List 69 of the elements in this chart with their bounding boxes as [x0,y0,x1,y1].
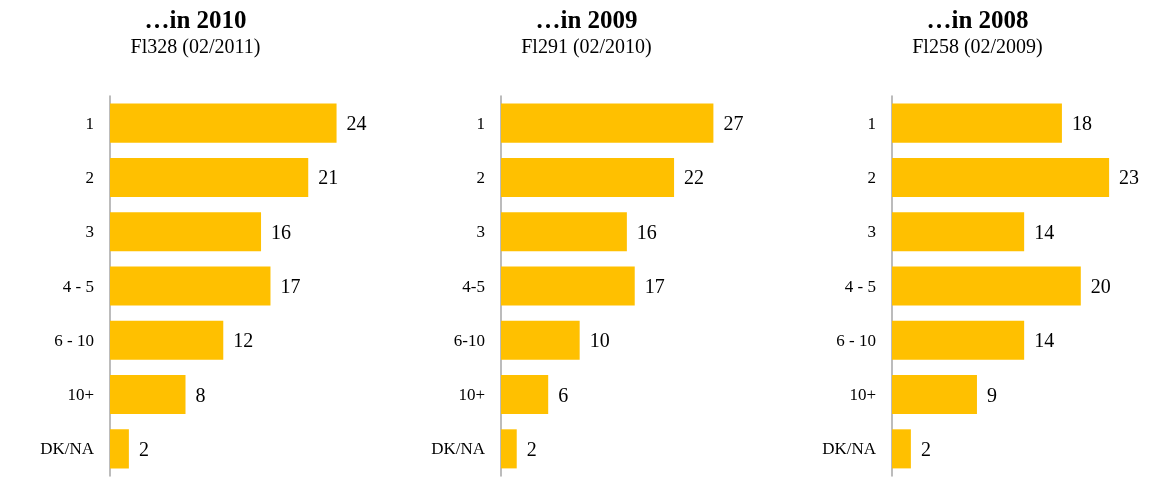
data-label: 2 [526,437,537,460]
y-tick-label: 2 [867,167,876,187]
bar [892,157,1110,197]
data-label: 14 [1034,220,1055,243]
y-tick-label: 6-10 [453,330,485,350]
data-label: 23 [1119,166,1140,189]
y-tick-label: DK/NA [431,439,486,459]
bar [892,429,911,469]
y-tick-label: 4 - 5 [62,276,94,296]
bar [501,103,714,143]
y-tick-label: 10+ [67,385,94,405]
data-label: 6 [558,383,569,406]
bar [892,103,1062,143]
data-label: 27 [723,112,744,135]
data-label: 16 [271,220,292,243]
data-label: 8 [195,383,206,406]
bar [892,212,1025,252]
bar [501,320,580,360]
y-tick-label: 6 - 10 [836,330,876,350]
data-label: 17 [644,275,665,297]
bar [110,375,186,415]
data-label: 17 [280,275,301,297]
y-tick-label: 3 [476,222,485,242]
y-tick-label: 3 [867,222,876,242]
chart-subtitle: Fl328 (02/2011) [130,35,261,58]
y-tick-label: 1 [85,113,94,133]
bar [110,212,262,252]
data-label: 21 [318,166,339,189]
data-label: 10 [589,329,610,352]
y-tick-label: 4 - 5 [844,276,876,296]
data-label: 14 [1034,329,1055,352]
data-label: 12 [233,329,254,352]
chart-subtitle: Fl291 (02/2010) [521,35,652,58]
bar [892,266,1081,306]
y-tick-label: 2 [85,167,94,187]
data-label: 20 [1090,275,1111,297]
data-label: 2 [920,437,931,460]
data-label: 24 [346,112,367,135]
y-tick-label: DK/NA [40,439,95,459]
y-tick-label: 10+ [458,385,485,405]
data-label: 16 [636,220,657,243]
y-tick-label: DK/NA [822,439,877,459]
bar [110,266,271,306]
bar [501,157,675,197]
y-tick-label: 10+ [849,385,876,405]
bar [892,320,1025,360]
y-tick-label: 1 [476,113,485,133]
bar [110,429,129,469]
y-tick-label: 2 [476,167,485,187]
data-label: 22 [684,166,705,189]
bar [501,266,635,306]
bar [110,157,309,197]
bar [501,429,517,469]
chart-title: …in 2008 [926,6,1029,33]
bar [501,375,549,415]
bar [110,103,337,143]
y-tick-label: 3 [85,222,94,242]
chart-title: …in 2009 [535,6,638,33]
bar [892,375,977,415]
data-label: 18 [1071,112,1092,135]
bar [501,212,627,252]
y-tick-label: 1 [867,113,876,133]
y-tick-label: 6 - 10 [54,330,94,350]
data-label: 2 [138,437,149,460]
chart-title: …in 2010 [144,6,247,33]
chart-subtitle: Fl258 (02/2009) [912,35,1043,58]
data-label: 9 [986,383,997,406]
y-tick-label: 4-5 [462,276,485,296]
bar [110,320,224,360]
